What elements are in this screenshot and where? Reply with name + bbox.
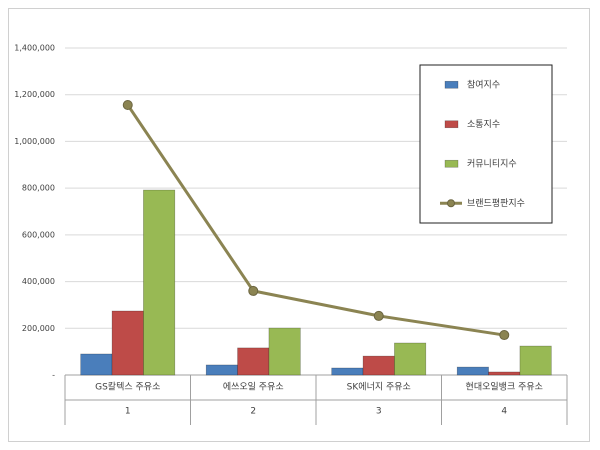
line: [126, 104, 505, 337]
line-marker: [373, 310, 384, 321]
y-tick-label: -: [52, 371, 55, 380]
bar: [143, 189, 176, 376]
legend-swatch: [444, 159, 459, 168]
bar: [331, 367, 364, 376]
y-tick-label: 400,000: [22, 277, 55, 286]
legend-marker: [447, 199, 455, 208]
bar: [456, 366, 489, 376]
x-tick-label: 에쓰오일 주유소: [223, 382, 284, 393]
y-tick-label: 800,000: [22, 184, 55, 193]
bar: [394, 342, 427, 376]
bar: [519, 345, 552, 376]
legend-swatch: [444, 120, 459, 129]
bar: [362, 355, 395, 376]
x-tick-label: SK에너지 주유소: [347, 382, 411, 393]
x-tick-label: 현대오일뱅크 주유소: [466, 382, 543, 393]
bar: [237, 347, 270, 376]
x-group-label: 1: [125, 407, 131, 417]
bar: [80, 353, 113, 376]
x-group-label: 4: [501, 407, 507, 417]
bar: [268, 327, 301, 376]
x-group-label: 3: [376, 407, 382, 417]
line-marker: [122, 99, 133, 110]
line-marker: [248, 285, 259, 296]
legend-label: 소통지수: [467, 119, 500, 130]
legend-label: 브랜드평판지수: [467, 198, 525, 209]
legend-swatch: [444, 80, 459, 89]
bar: [205, 364, 238, 376]
legend-label: 커뮤니티지수: [467, 158, 517, 169]
x-group-label: 2: [250, 407, 256, 417]
line-marker: [499, 330, 510, 341]
y-tick-label: 200,000: [22, 324, 55, 333]
y-tick-label: 1,000,000: [14, 137, 55, 146]
bar: [111, 310, 144, 376]
y-tick-label: 1,400,000: [14, 44, 55, 53]
legend-box: [419, 64, 553, 224]
bar: [488, 371, 521, 376]
y-tick-label: 1,200,000: [14, 90, 55, 99]
legend-label: 참여지수: [467, 78, 500, 90]
y-tick-label: 600,000: [22, 230, 55, 239]
x-tick-label: GS칼텍스 주유소: [95, 382, 160, 393]
